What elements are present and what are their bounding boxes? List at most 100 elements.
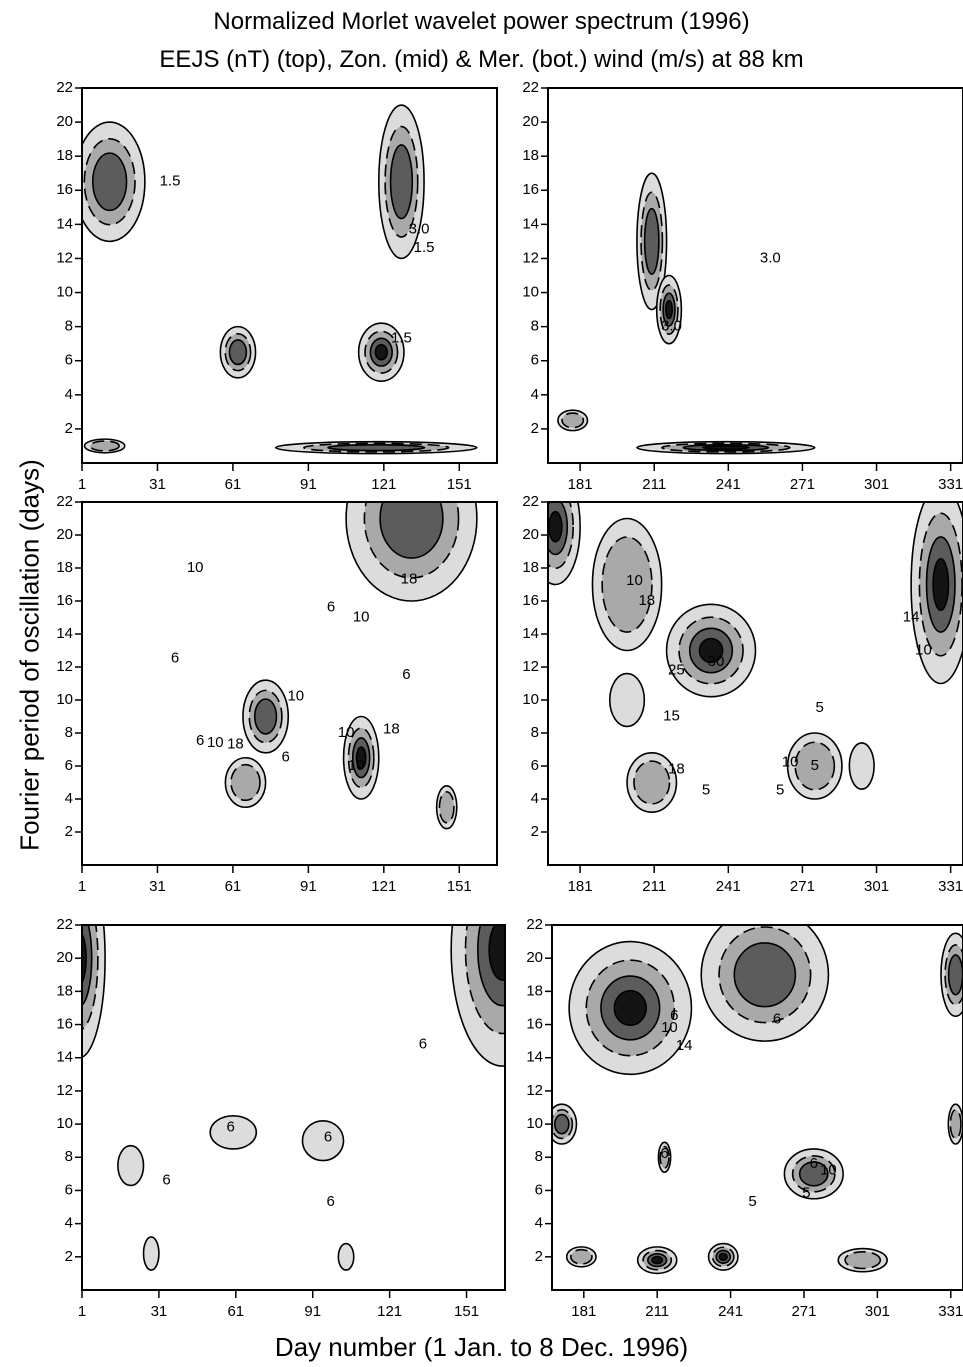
contour-band bbox=[848, 742, 875, 790]
contour-label: 14 bbox=[676, 1037, 693, 1054]
x-tick-label: 331 bbox=[938, 476, 963, 493]
contour-peak bbox=[274, 440, 478, 455]
contour-band bbox=[601, 536, 653, 633]
contour-label: 5 bbox=[748, 1193, 756, 1210]
contour-peak bbox=[435, 784, 458, 830]
contour-band bbox=[698, 637, 724, 664]
x-tick-label: 121 bbox=[377, 1303, 402, 1320]
panel-background bbox=[82, 925, 505, 1290]
contour-label: 15 bbox=[663, 707, 680, 724]
x-tick-label: 91 bbox=[304, 1303, 321, 1320]
x-tick-label: 121 bbox=[371, 476, 396, 493]
contour-peak bbox=[940, 932, 963, 1018]
x-tick-label: 151 bbox=[447, 476, 472, 493]
y-tick-label: 22 bbox=[522, 493, 539, 510]
contour-band bbox=[142, 1236, 160, 1271]
contour-label: 6 bbox=[670, 1007, 678, 1024]
y-tick-label: 20 bbox=[56, 949, 73, 966]
contour-peak bbox=[655, 274, 683, 345]
chart-title: Normalized Morlet wavelet power spectrum… bbox=[213, 8, 750, 35]
x-tick-label: 121 bbox=[371, 878, 396, 895]
y-tick-label: 10 bbox=[56, 1115, 73, 1132]
contour-peak bbox=[626, 751, 678, 813]
contour-peak bbox=[700, 925, 830, 1042]
panel-background bbox=[82, 88, 497, 463]
contour-band bbox=[665, 299, 674, 320]
y-tick-label: 16 bbox=[56, 181, 73, 198]
contour-peak bbox=[548, 502, 581, 586]
contour-band bbox=[438, 791, 455, 824]
y-tick-label: 8 bbox=[65, 1148, 73, 1165]
y-tick-label: 14 bbox=[522, 215, 539, 232]
contour-peak bbox=[608, 672, 646, 728]
contour-label: 1.5 bbox=[391, 330, 412, 347]
y-tick-label: 16 bbox=[526, 1016, 543, 1033]
contour-peak bbox=[82, 925, 106, 1059]
contour-band bbox=[569, 1248, 593, 1265]
contour-field bbox=[224, 502, 478, 830]
contour-peak bbox=[636, 1246, 678, 1275]
y-tick-label: 2 bbox=[535, 1248, 543, 1265]
contour-peak bbox=[117, 1144, 145, 1187]
y-tick-label: 22 bbox=[56, 916, 73, 933]
contour-label: 6 bbox=[227, 1118, 235, 1135]
contour-band bbox=[228, 339, 248, 366]
y-tick-label: 8 bbox=[531, 724, 539, 741]
y-tick-label: 2 bbox=[531, 823, 539, 840]
contour-label: 10 bbox=[820, 1162, 837, 1179]
contour-band bbox=[613, 989, 647, 1027]
y-tick-label: 4 bbox=[531, 386, 539, 403]
y-tick-label: 14 bbox=[526, 1049, 543, 1066]
contour-label: 10 bbox=[782, 754, 799, 771]
contour-band bbox=[947, 954, 963, 996]
contour-band bbox=[633, 760, 671, 805]
contour-label: 6 bbox=[660, 1145, 668, 1162]
x-tick-label: 241 bbox=[716, 878, 741, 895]
y-tick-label: 18 bbox=[56, 982, 73, 999]
contour-peak bbox=[142, 1236, 160, 1271]
contour-band bbox=[209, 1114, 258, 1150]
panel-frame bbox=[81, 924, 506, 1291]
y-tick-label: 16 bbox=[56, 1016, 73, 1033]
chart-subtitle: EEJS (nT) (top), Zon. (mid) & Mer. (bot.… bbox=[159, 46, 804, 73]
x-tick-label: 331 bbox=[938, 878, 963, 895]
y-tick-label: 4 bbox=[65, 790, 73, 807]
contour-field bbox=[82, 104, 478, 455]
y-tick-label: 20 bbox=[526, 949, 543, 966]
contour-band bbox=[253, 698, 278, 735]
panel-top-left: 1.5 3.0 1.5 1.5 2 4 6 8 10 12 14 16 18 20 22 1 31 61 91 121… bbox=[56, 79, 498, 493]
contour-peak bbox=[848, 742, 875, 790]
y-tick-label: 16 bbox=[522, 592, 539, 609]
contour-label: 6 bbox=[171, 650, 179, 667]
y-tick-label: 12 bbox=[56, 1082, 73, 1099]
x-tick-label: 331 bbox=[938, 1303, 963, 1320]
panel-background bbox=[548, 88, 963, 463]
contour-band bbox=[548, 510, 563, 543]
x-tick-label: 301 bbox=[864, 878, 889, 895]
y-tick-label: 8 bbox=[65, 318, 73, 335]
x-tick-label: 61 bbox=[227, 1303, 244, 1320]
contour-band bbox=[553, 1113, 570, 1135]
contour-label: 5 bbox=[816, 699, 824, 716]
y-tick-label: 10 bbox=[522, 691, 539, 708]
y-tick-label: 22 bbox=[56, 493, 73, 510]
y-tick-label: 6 bbox=[535, 1181, 543, 1198]
contour-label: 14 bbox=[903, 608, 920, 625]
y-tick-label: 20 bbox=[56, 526, 73, 543]
contour-field bbox=[548, 502, 963, 813]
contour-band bbox=[389, 144, 414, 220]
contour-peak bbox=[591, 517, 663, 652]
x-tick-label: 211 bbox=[642, 476, 666, 493]
y-tick-label: 12 bbox=[526, 1082, 543, 1099]
contour-peak bbox=[565, 1246, 597, 1268]
x-tick-label: 271 bbox=[790, 476, 815, 493]
y-tick-label: 20 bbox=[522, 526, 539, 543]
panel-frame bbox=[81, 501, 498, 866]
contour-peak bbox=[209, 1114, 258, 1150]
y-tick-label: 14 bbox=[56, 1049, 73, 1066]
contour-band bbox=[337, 1242, 355, 1271]
y-tick-label: 6 bbox=[531, 757, 539, 774]
y-tick-label: 18 bbox=[526, 982, 543, 999]
